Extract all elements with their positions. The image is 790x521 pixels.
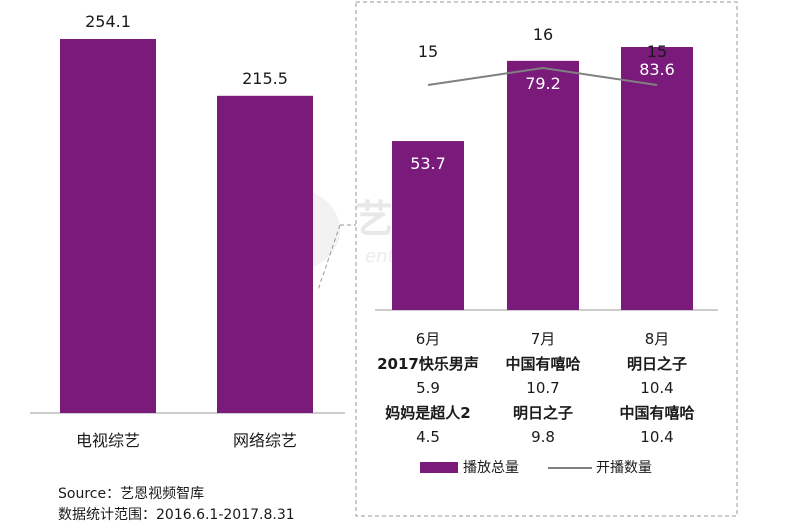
bar-value-label: 254.1 xyxy=(85,12,131,31)
second-show-name: 明日之子 xyxy=(513,404,573,422)
range-note: 数据统计范围：2016.6.1-2017.8.31 xyxy=(58,506,295,521)
right-chart: 6月 7月 8月 2017快乐男声 中国有嘻哈 明日之子 5.9 10.7 10… xyxy=(375,25,718,476)
bar-value-label: 83.6 xyxy=(639,60,675,79)
left-chart: 电视综艺 网络综艺 254.1 215.5 xyxy=(30,12,345,450)
bar-value-label: 79.2 xyxy=(525,74,561,93)
second-show-name: 妈妈是超人2 xyxy=(385,404,470,422)
top-show-name: 2017快乐男声 xyxy=(377,355,479,373)
bar-value-label: 215.5 xyxy=(242,69,288,88)
line-value-label: 16 xyxy=(533,25,553,44)
second-show-name: 中国有嘻哈 xyxy=(619,404,694,422)
detail-box xyxy=(355,1,738,517)
bar xyxy=(392,141,464,310)
legend-swatch-bar xyxy=(420,462,458,473)
legend: 播放总量 开播数量 xyxy=(420,460,652,476)
second-show-value: 10.4 xyxy=(640,428,673,446)
month-label: 6月 xyxy=(416,330,441,348)
line-value-label: 15 xyxy=(647,42,667,61)
bar xyxy=(60,39,156,413)
legend-label: 开播数量 xyxy=(596,460,652,476)
line-series xyxy=(427,66,658,86)
top-show-value: 10.4 xyxy=(640,379,673,397)
month-label: 7月 xyxy=(531,330,556,348)
top-show-value: 5.9 xyxy=(416,379,440,397)
second-show-value: 9.8 xyxy=(531,428,555,446)
bar xyxy=(621,47,693,310)
bar xyxy=(217,95,313,414)
left-category-label: 网络综艺 xyxy=(233,431,297,450)
top-show-name: 明日之子 xyxy=(627,355,687,373)
bar-value-label: 53.7 xyxy=(410,154,446,173)
source-note: Source：艺恩视频智库 xyxy=(58,486,204,502)
second-show-value: 4.5 xyxy=(416,428,440,446)
bar xyxy=(507,60,579,311)
top-show-value: 10.7 xyxy=(526,379,559,397)
line-value-label: 15 xyxy=(418,42,438,61)
legend-label: 播放总量 xyxy=(463,460,519,476)
top-show-name: 中国有嘻哈 xyxy=(505,355,580,373)
left-category-label: 电视综艺 xyxy=(76,431,140,450)
month-label: 8月 xyxy=(645,330,670,348)
connector-line xyxy=(317,224,341,291)
